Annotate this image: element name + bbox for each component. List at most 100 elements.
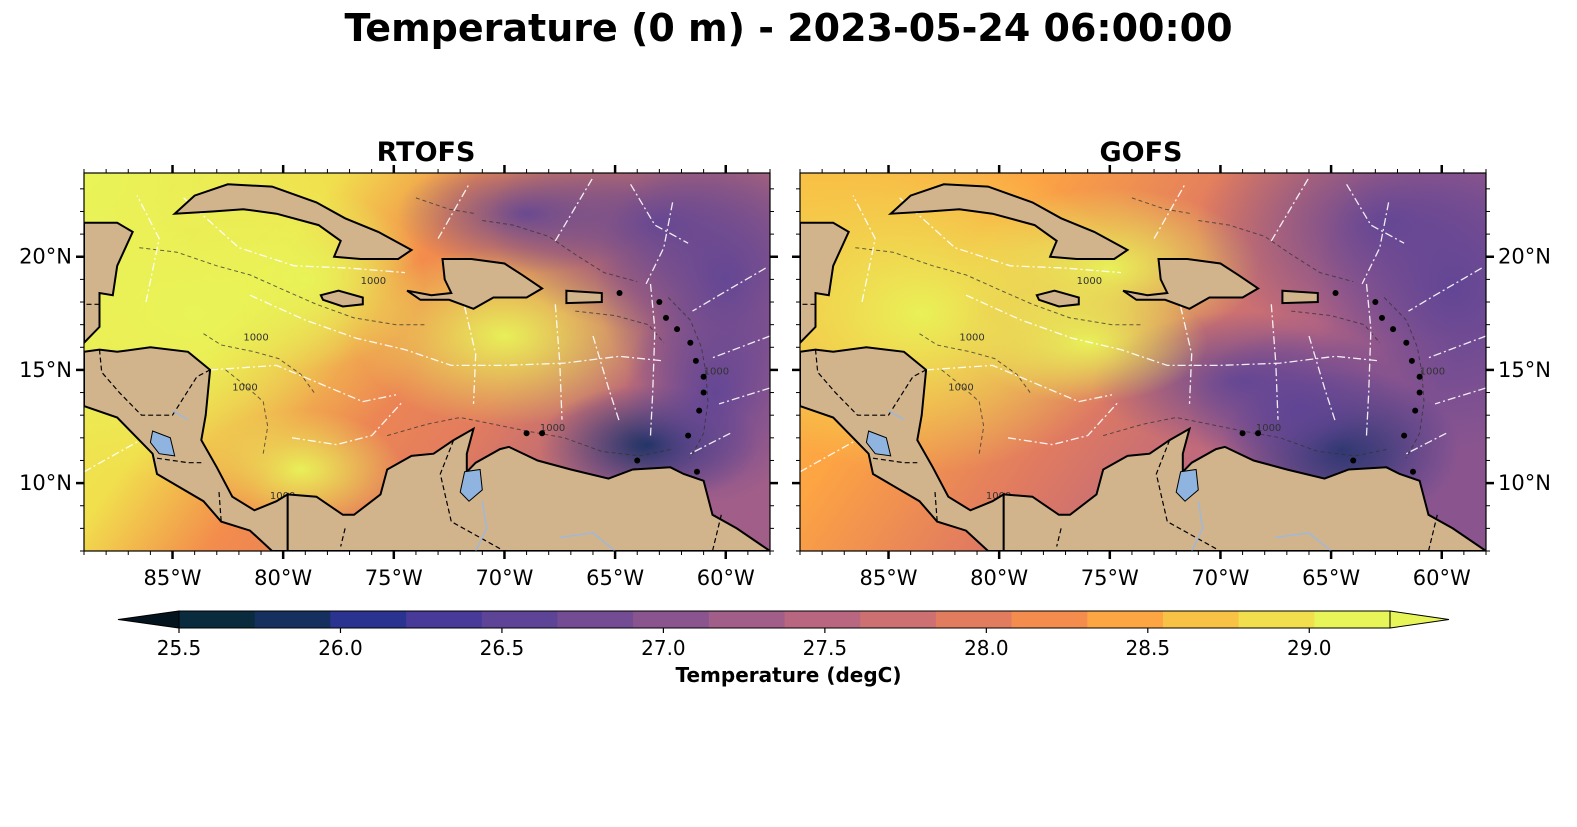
eez-boundary xyxy=(1153,183,1186,239)
land-mass xyxy=(565,289,603,305)
lake xyxy=(459,468,483,502)
colorbar-segment xyxy=(557,611,634,628)
eez-boundary xyxy=(899,197,1121,274)
land-mass xyxy=(800,221,850,345)
eez-boundary xyxy=(926,364,1113,403)
country-border xyxy=(340,528,346,547)
isobath-line xyxy=(1291,310,1381,344)
isobath-label: 1000 xyxy=(1256,423,1281,434)
small-island xyxy=(634,457,641,464)
colorbar: 25.5 26.0 26.5 27.0 27.5 28.0 28.5 29.0 xyxy=(117,610,1450,660)
colorbar-tick-label: 28.0 xyxy=(964,636,1009,660)
small-island xyxy=(1401,432,1408,439)
land-mass xyxy=(406,258,544,310)
land-mass xyxy=(84,346,289,551)
small-island xyxy=(693,468,700,475)
isobath-line xyxy=(941,369,985,454)
river xyxy=(888,410,905,421)
colorbar-segment xyxy=(1314,611,1391,628)
country-border xyxy=(814,349,927,416)
colorbar-segment xyxy=(784,611,861,628)
eez-boundary xyxy=(1179,306,1193,404)
panel-title-gofs: GOFS xyxy=(1099,137,1183,168)
small-island xyxy=(523,430,530,437)
country-border xyxy=(711,514,722,551)
country-border xyxy=(218,492,222,522)
isobath-line xyxy=(225,369,269,454)
eez-boundary xyxy=(463,306,477,404)
land-mass xyxy=(319,289,364,308)
colorbar-extend-min xyxy=(117,610,180,629)
lat-tick-label: 20°N xyxy=(1498,245,1551,269)
colorbar-tick-label: 26.5 xyxy=(480,636,525,660)
isobath-line xyxy=(482,220,638,283)
eez-boundary xyxy=(249,294,664,367)
small-island xyxy=(674,326,681,333)
eez-boundary xyxy=(291,401,404,446)
colorbar-segment xyxy=(481,611,558,628)
land-mass xyxy=(1002,426,1486,551)
colorbar-segment xyxy=(254,611,331,628)
country-border xyxy=(156,457,202,464)
isobath-line xyxy=(415,197,476,215)
lon-tick-label: 75°W xyxy=(365,566,423,590)
lon-tick-label: 80°W xyxy=(970,566,1028,590)
lon-tick-label: 70°W xyxy=(1191,566,1249,590)
river xyxy=(1191,501,1204,551)
land-mass xyxy=(887,183,1130,260)
eez-boundary xyxy=(710,335,770,360)
country-border xyxy=(1155,439,1217,550)
river xyxy=(559,532,616,551)
country-border xyxy=(439,439,501,550)
eez-boundary xyxy=(1270,304,1279,420)
isobath-line xyxy=(575,310,665,344)
rtofs-map-panel: 10001000100010001000100085°W80°W75°W70°W… xyxy=(19,165,778,590)
isobath-line xyxy=(1131,197,1192,215)
map-frame xyxy=(799,172,1487,552)
map-frame xyxy=(83,172,771,552)
small-island xyxy=(539,430,546,437)
lat-tick-label: 10°N xyxy=(1498,471,1551,495)
colorbar-tick-label: 27.0 xyxy=(641,636,686,660)
colorbar-tick-label: 27.5 xyxy=(803,636,848,660)
small-island xyxy=(685,432,692,439)
lon-tick-label: 75°W xyxy=(1081,566,1139,590)
lat-tick-label: 15°N xyxy=(19,358,72,382)
small-island xyxy=(656,299,663,306)
eez-boundary xyxy=(852,195,876,303)
lake xyxy=(865,430,892,457)
isobath-line xyxy=(1383,297,1425,459)
country-border xyxy=(872,457,918,464)
land-mass xyxy=(1035,289,1080,308)
small-island xyxy=(1416,389,1423,396)
eez-boundary xyxy=(437,183,470,239)
small-island xyxy=(687,339,694,346)
small-island xyxy=(1409,468,1416,475)
isobath-line xyxy=(1198,220,1354,283)
eez-boundary xyxy=(690,432,731,455)
eez-boundary xyxy=(718,387,770,405)
land-mass xyxy=(1281,289,1319,305)
eez-boundary xyxy=(592,335,621,423)
isobath-line xyxy=(139,247,427,326)
lake xyxy=(1175,468,1199,502)
country-border xyxy=(1056,528,1062,547)
eez-boundary xyxy=(1406,432,1447,455)
eez-boundary xyxy=(649,283,656,436)
isobath-label: 1000 xyxy=(948,382,973,393)
colorbar-segment xyxy=(1087,611,1164,628)
lat-tick-label: 10°N xyxy=(19,471,72,495)
country-border xyxy=(934,492,938,522)
lon-tick-label: 60°W xyxy=(697,566,755,590)
isobath-line xyxy=(919,333,1031,393)
lat-tick-label: 15°N xyxy=(1498,358,1551,382)
eez-boundary xyxy=(1408,267,1482,312)
isobath-label: 1000 xyxy=(540,423,565,434)
figure-title: Temperature (0 m) - 2023-05-24 06:00:00 xyxy=(344,6,1233,50)
colorbar-segment xyxy=(179,611,256,628)
colorbar-label: Temperature (degC) xyxy=(675,663,902,687)
eez-boundary xyxy=(554,177,594,242)
small-island xyxy=(616,289,623,296)
small-island xyxy=(700,389,707,396)
